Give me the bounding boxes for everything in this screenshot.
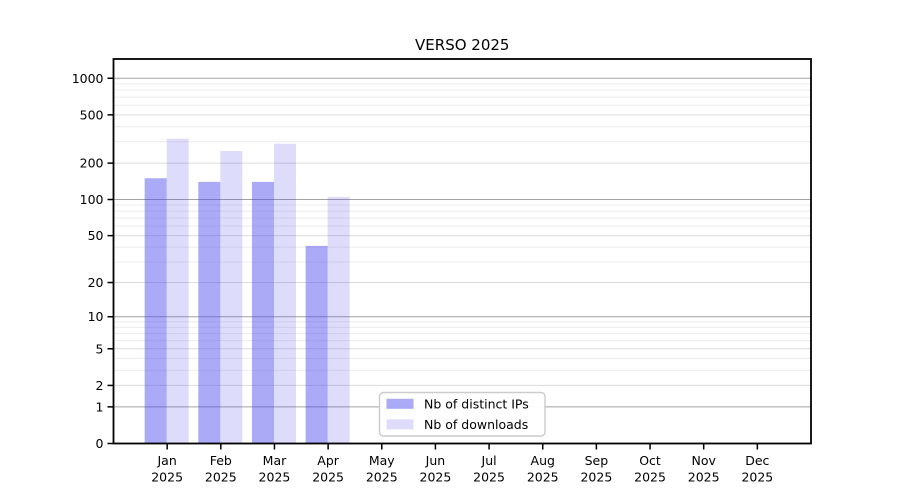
y-tick-label-100: 100 <box>80 192 104 207</box>
legend-swatch-nb-of-downloads <box>386 419 414 430</box>
legend: Nb of distinct IPs Nb of downloads <box>378 391 546 437</box>
y-tick-label-50: 50 <box>88 228 104 243</box>
x-tick-label-jul: Jul 2025 <box>473 453 505 485</box>
bar-nb-of-distinct-ips-mar <box>251 181 274 444</box>
y-tick-label-2: 2 <box>96 378 104 393</box>
x-tick-label-feb: Feb 2025 <box>205 453 237 485</box>
x-tick-label-jun: Jun 2025 <box>420 453 452 485</box>
x-tick-label-sep: Sep 2025 <box>580 453 612 485</box>
y-tick-label-10: 10 <box>88 309 104 324</box>
x-tick-label-nov: Nov 2025 <box>688 453 720 485</box>
legend-swatch-nb-of-distinct-ips <box>386 398 414 409</box>
bar-nb-of-downloads-feb <box>220 150 243 444</box>
y-tick-label-200: 200 <box>80 156 104 171</box>
x-tick-label-may: May 2025 <box>366 453 398 485</box>
bar-nb-of-distinct-ips-jan <box>144 178 167 444</box>
x-tick-label-oct: Oct 2025 <box>634 453 666 485</box>
x-tick-label-dec: Dec 2025 <box>741 453 773 485</box>
y-tick-label-1: 1 <box>96 399 104 414</box>
bar-nb-of-distinct-ips-apr <box>305 245 328 444</box>
bar-nb-of-distinct-ips-feb <box>198 181 221 444</box>
legend-label-nb-of-downloads: Nb of downloads <box>424 417 528 432</box>
bar-nb-of-downloads-jan <box>166 138 189 444</box>
y-tick-label-500: 500 <box>80 107 104 122</box>
x-tick-label-apr: Apr 2025 <box>312 453 344 485</box>
chart-title: VERSO 2025 <box>415 36 509 54</box>
y-tick-label-0: 0 <box>96 436 104 451</box>
bar-nb-of-downloads-mar <box>273 143 296 444</box>
plot-frame <box>112 58 812 445</box>
legend-label-nb-of-distinct-ips: Nb of distinct IPs <box>424 396 529 411</box>
y-tick-label-20: 20 <box>88 275 104 290</box>
x-tick-label-aug: Aug 2025 <box>527 453 559 485</box>
x-tick-label-mar: Mar 2025 <box>259 453 291 485</box>
bar-nb-of-downloads-apr <box>327 196 350 444</box>
legend-box <box>378 391 546 437</box>
x-tick-label-jan: Jan 2025 <box>151 453 183 485</box>
y-tick-label-5: 5 <box>96 341 104 356</box>
y-tick-label-1000: 1000 <box>72 71 104 86</box>
